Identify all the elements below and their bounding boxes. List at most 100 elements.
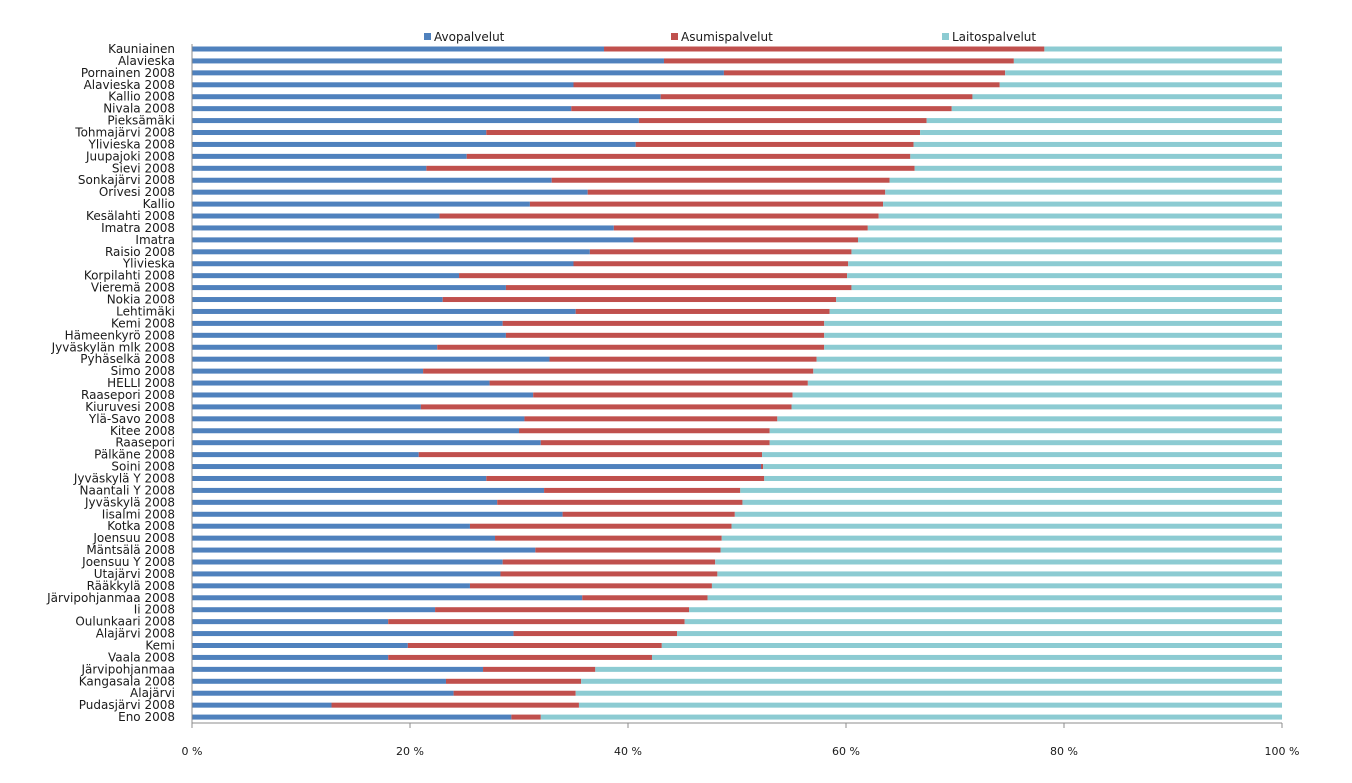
legend-swatch-1 [671,33,678,40]
category-label: Simo 2008 [111,364,175,378]
bar-segment [791,404,1282,410]
x-tick-label: 80 % [1050,745,1078,758]
bar-segment [192,177,552,183]
bar-segment [742,499,1282,505]
bar-segment [420,404,792,410]
bar-segment [192,106,572,112]
bar-segment [913,141,1282,147]
bar-segment [192,452,419,458]
bar-segment [578,702,1282,708]
bar-segment [495,535,722,541]
bar-segment [1044,46,1282,52]
bar-segment [764,475,1282,481]
bar-segment [544,487,741,493]
bar-segment [445,678,582,684]
bar-segment [760,464,764,470]
bar-segment [192,165,427,171]
bar-segment [633,237,858,243]
category-label: Eno 2008 [118,710,175,724]
bar-segment [192,619,389,625]
category-label: Järvipohjanmaa 2008 [46,591,175,605]
category-label: Kallio 2008 [108,90,175,104]
bar-segment [192,249,590,255]
category-label: Nokia 2008 [107,293,175,307]
bar-segment [192,285,506,291]
bar-segment [426,165,915,171]
bar-segment [851,285,1282,291]
bar-segment [469,523,732,529]
bar-segment [551,177,890,183]
bar-segment [910,153,1282,159]
category-label: Ii 2008 [134,603,175,617]
bar-segment [762,452,1282,458]
x-tick-label: 60 % [832,745,860,758]
bar-segment [660,94,973,100]
bar-segment [192,153,467,159]
bar-segment [192,714,512,720]
bar-segment [500,571,718,577]
category-label: Vaala 2008 [108,650,175,664]
bar-segment [513,631,678,637]
bar-segment [763,464,1282,470]
bar-segment [192,583,470,589]
bar-segment [663,58,1014,64]
bar-segment [715,559,1282,565]
bar-segment [582,595,708,601]
category-label: Pudasjärvi 2008 [79,698,175,712]
bar-segment [651,654,1282,660]
category-label: Korpilahti 2008 [84,269,175,283]
bar-segment [192,631,514,637]
legend-label-2: Laitospalvelut [952,30,1036,44]
bar-segment [635,141,914,147]
category-label: Vieremä 2008 [91,281,175,295]
bar-segment [684,619,1282,625]
bar-segment [192,368,424,374]
bar-segment [192,404,421,410]
bar-segment [192,523,470,529]
bar-segment [777,416,1282,422]
bar-segment [192,189,588,195]
bar-segment [192,643,408,648]
bar-segment [192,690,454,696]
bar-segment [418,452,763,458]
bar-segment [192,320,503,326]
category-label: Mäntsälä 2008 [86,543,175,557]
bar-segment [192,213,440,219]
bar-segment [192,237,634,243]
bar-segment [192,58,664,64]
bar-segment [388,654,652,660]
bar-segment [388,619,685,625]
legend-swatch-0 [424,33,431,40]
bar-segment [192,46,605,52]
bar-segment [192,297,443,303]
bar-segment [192,559,503,565]
bar-segment [613,225,868,231]
bar-segment [638,118,927,124]
bar-segment [192,678,446,684]
bar-segment [466,153,911,159]
bar-segment [192,702,332,708]
bar-segment [847,273,1282,279]
bar-segment [192,356,550,362]
bar-segment [851,249,1282,255]
category-label: Raasepori 2008 [81,388,175,402]
bar-segment [878,213,1282,219]
bar-segment [573,261,849,267]
category-label: Juupajoki 2008 [85,149,175,163]
bar-segment [836,297,1282,303]
bar-segment [867,225,1282,231]
bar-area [192,46,1282,720]
category-label: Ylä-Savo 2008 [88,412,175,426]
bar-segment [192,201,530,207]
category-label: Imatra [135,233,175,247]
category-label: Jyväskylä 2008 [84,495,175,509]
bar-segment [734,511,1282,517]
bar-segment [192,535,496,541]
category-label: Oulunkaari 2008 [75,615,175,629]
bar-segment [192,607,436,613]
category-label: Nivala 2008 [103,102,175,116]
bar-segment [595,666,1282,672]
category-label: Iisalmi 2008 [102,507,175,521]
bar-segment [604,46,1045,52]
